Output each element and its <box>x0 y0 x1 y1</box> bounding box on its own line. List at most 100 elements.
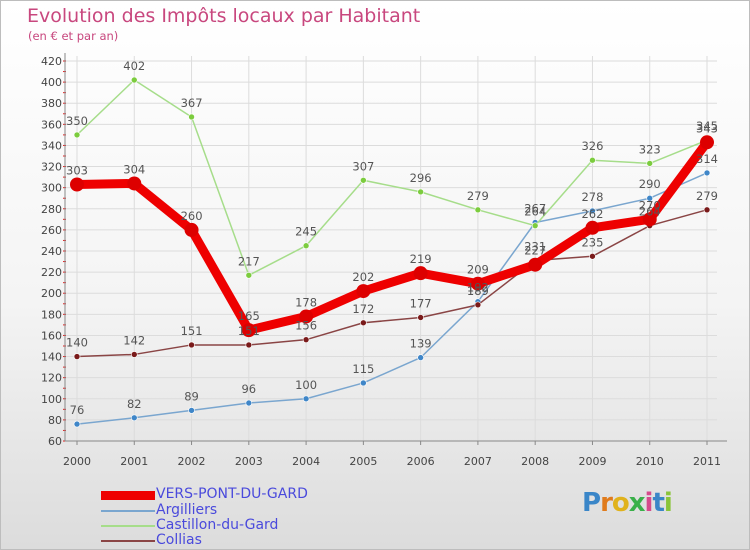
data-point <box>299 309 314 324</box>
data-label: 219 <box>410 252 432 266</box>
series-line-vers-pont-du-gard <box>72 137 712 335</box>
x-tick-label: 2009 <box>578 455 606 468</box>
data-point <box>70 177 84 192</box>
data-label: 235 <box>581 235 603 249</box>
x-tick-label: 2002 <box>178 455 206 468</box>
logo-letter: x <box>628 488 646 518</box>
data-label: 217 <box>238 254 260 268</box>
data-label: 140 <box>66 336 88 350</box>
data-label: 296 <box>410 171 432 185</box>
data-point <box>360 176 367 184</box>
data-label: 172 <box>352 302 374 316</box>
y-tick-label: 160 <box>41 329 62 342</box>
data-label: 323 <box>639 142 661 156</box>
x-tick-label: 2005 <box>349 455 377 468</box>
y-tick-label: 140 <box>41 351 62 364</box>
legend-label: Collias <box>156 532 202 548</box>
data-label: 260 <box>181 209 203 223</box>
data-point <box>589 207 596 215</box>
data-point <box>703 169 711 177</box>
data-point <box>245 341 253 349</box>
data-label: 278 <box>581 190 603 204</box>
y-tick-label: 300 <box>41 182 62 195</box>
data-label: 76 <box>70 403 85 417</box>
legend-swatch <box>101 491 155 500</box>
x-tick-label: 2004 <box>292 455 320 468</box>
data-point <box>360 319 367 327</box>
data-point <box>130 414 138 422</box>
data-point <box>127 176 142 191</box>
data-label: 279 <box>696 189 718 203</box>
data-point <box>241 323 256 338</box>
data-point <box>417 354 424 361</box>
data-point <box>589 156 596 164</box>
data-point <box>646 160 654 167</box>
legend-label: VERS-PONT-DU-GARD <box>156 486 308 502</box>
data-label: 326 <box>581 139 603 153</box>
x-tick-label: 2010 <box>636 455 664 468</box>
y-tick-label: 60 <box>48 435 62 448</box>
data-label: 367 <box>181 96 203 110</box>
data-point <box>73 131 81 139</box>
data-label: 270 <box>639 198 661 212</box>
data-point <box>73 420 81 428</box>
data-label: 177 <box>410 297 432 311</box>
data-point <box>646 194 654 202</box>
data-label: 82 <box>127 397 142 411</box>
data-label: 100 <box>295 378 317 392</box>
data-point <box>188 113 195 121</box>
data-point <box>417 188 424 196</box>
legend-swatch <box>101 540 155 542</box>
x-tick-label: 2001 <box>120 455 148 468</box>
data-label: 314 <box>696 152 718 166</box>
data-label: 303 <box>66 164 88 178</box>
data-label: 156 <box>295 319 317 333</box>
y-tick-label: 260 <box>41 224 62 237</box>
data-point <box>302 336 310 343</box>
chart-subtitle: (en € et par an) <box>28 29 119 43</box>
logo-letter: o <box>611 488 630 518</box>
data-label: 307 <box>352 159 374 173</box>
y-tick-label: 200 <box>41 287 62 300</box>
data-label: 192 <box>467 281 489 295</box>
data-point <box>700 135 714 150</box>
data-label: 267 <box>524 202 546 216</box>
data-point <box>474 301 482 309</box>
data-label: 304 <box>123 162 145 176</box>
data-label: 115 <box>352 362 374 376</box>
data-label: 343 <box>696 121 718 135</box>
y-tick-label: 400 <box>41 76 62 89</box>
data-point <box>356 284 371 299</box>
chart-title: Evolution des Impôts locaux par Habitant <box>27 5 421 27</box>
x-tick-label: 2007 <box>464 455 492 468</box>
data-point <box>528 257 543 272</box>
data-label: 231 <box>524 240 546 254</box>
data-label: 89 <box>184 389 199 403</box>
logo-letter: i <box>644 488 654 518</box>
grid <box>65 56 717 442</box>
series-line-collias <box>76 209 708 358</box>
data-label: 189 <box>467 284 489 298</box>
y-tick-label: 80 <box>48 414 62 427</box>
logo-letter: i <box>663 488 673 518</box>
data-label: 345 <box>696 119 718 133</box>
data-point <box>470 276 485 291</box>
data-label: 245 <box>295 225 317 239</box>
legend-swatch <box>101 525 155 527</box>
data-label: 279 <box>467 189 489 203</box>
data-point <box>474 206 482 214</box>
data-label: 264 <box>524 205 546 219</box>
data-label: 96 <box>241 382 256 396</box>
logo-letter: r <box>600 488 613 518</box>
y-tick-label: 180 <box>41 308 62 321</box>
data-point <box>585 220 600 235</box>
x-tick-label: 2006 <box>407 455 435 468</box>
series-line-argilliers <box>76 172 708 425</box>
data-point <box>413 266 428 281</box>
data-point <box>703 206 711 214</box>
x-tick-label: 2011 <box>693 455 721 468</box>
data-label: 402 <box>123 59 145 73</box>
legend-swatch <box>101 510 155 512</box>
